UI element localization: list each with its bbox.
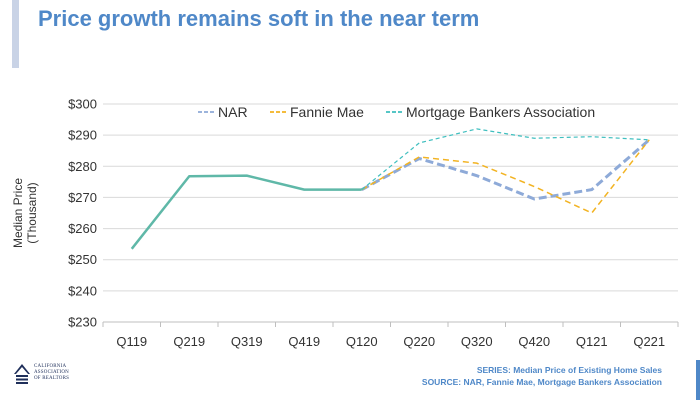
- x-tick-label: Q121: [576, 334, 608, 349]
- y-tick-label: $300: [68, 97, 97, 112]
- logo-line-3: OF REALTORS: [34, 376, 70, 381]
- historical-line: [130, 174, 362, 250]
- car-logo-icon: [14, 364, 30, 384]
- x-tick-label: Q319: [231, 334, 263, 349]
- forecast-line-fannie-mae: [361, 139, 650, 214]
- x-tick-label: Q419: [288, 334, 320, 349]
- x-tick-label: Q221: [633, 334, 665, 349]
- x-tick-label: Q120: [346, 334, 378, 349]
- logo-line-1: CALIFORNIA: [34, 364, 67, 369]
- x-tick-label: Q420: [518, 334, 550, 349]
- y-tick-label: $280: [68, 159, 97, 174]
- footer-source: SOURCE: NAR, Fannie Mae, Mortgage Banker…: [421, 377, 662, 387]
- y-tick-label: $270: [68, 190, 97, 205]
- y-axis-title-line: (Thousand): [25, 182, 39, 243]
- x-tick-label: Q119: [116, 334, 147, 349]
- y-tick-label: $250: [68, 252, 97, 267]
- logo-text: CALIFORNIA ASSOCIATION OF REALTORS: [34, 364, 104, 382]
- forecast-line-nar: [361, 138, 651, 201]
- corner-accent-bar: [696, 360, 700, 400]
- title-accent-bar: [12, 0, 19, 68]
- x-tick-label: Q220: [403, 334, 435, 349]
- y-tick-label: $260: [68, 221, 97, 236]
- legend-label: NAR: [218, 104, 248, 120]
- page-title: Price growth remains soft in the near te…: [38, 6, 480, 31]
- y-tick-label: $230: [68, 315, 97, 330]
- footer-series: SERIES: Median Price of Existing Home Sa…: [476, 365, 662, 375]
- y-tick-label: $240: [68, 283, 97, 298]
- y-axis-title: Median Price(Thousand): [11, 178, 39, 248]
- y-axis-title-line: Median Price: [11, 178, 25, 248]
- legend-label: Fannie Mae: [290, 104, 364, 120]
- forecast-line-mortgage-bankers-association: [361, 128, 650, 191]
- legend-label: Mortgage Bankers Association: [406, 104, 595, 120]
- logo-line-2: ASSOCIATION: [34, 370, 69, 375]
- source-footer: SERIES: Median Price of Existing Home Sa…: [422, 364, 662, 388]
- x-tick-label: Q219: [173, 334, 205, 349]
- y-tick-label: $290: [68, 128, 97, 143]
- x-tick-label: Q320: [461, 334, 493, 349]
